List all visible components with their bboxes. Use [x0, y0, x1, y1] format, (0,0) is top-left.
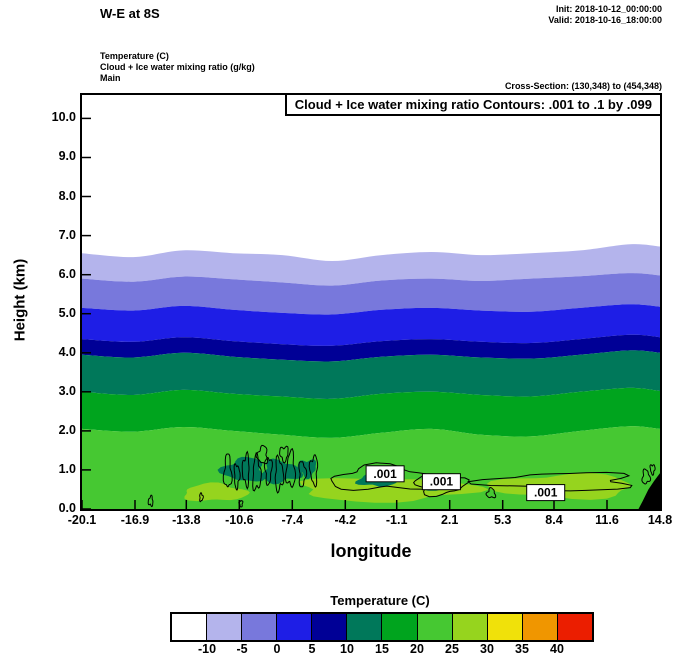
contour-label: .001: [373, 467, 397, 481]
colorbar-cell: [347, 614, 383, 640]
y-tick-label: 9.0: [58, 149, 76, 164]
x-tick-label: -4.2: [334, 513, 357, 527]
cloud-mixing-ratio-contour: [308, 454, 319, 488]
plot-area: .001 .001 .001 Cloud + Ice water mixing ra…: [80, 93, 662, 511]
colorbar-cell: [382, 614, 418, 640]
y-tick-label: 6.0: [58, 266, 76, 281]
contour-label-box: [526, 484, 566, 502]
y-axis-title: Height (km): [11, 258, 29, 342]
colorbar-cell: [452, 614, 488, 640]
temp-band-15c: [82, 387, 660, 438]
x-tick-label: -16.9: [120, 513, 150, 527]
cloud-mixing-ratio-contour: [467, 471, 633, 492]
cloud-mixing-ratio-contour: [147, 494, 154, 508]
plot-title: W-E at 8S: [100, 6, 160, 21]
cloud-mixing-ratio-contour: [241, 450, 250, 490]
y-tick-label: 5.0: [58, 305, 76, 320]
colorbar-cell: [207, 614, 243, 640]
cross-section-plot: .001 .001 .001: [82, 117, 660, 509]
contour-label-box: [365, 465, 405, 483]
cloud-mixing-ratio-contour: [485, 486, 497, 499]
colorbar-cell: [277, 614, 313, 640]
colorbar: [170, 612, 594, 642]
x-tick-label: -1.1: [385, 513, 408, 527]
colorbar-tick-label: -5: [236, 642, 248, 656]
contour-label-box: [421, 473, 461, 491]
y-tick-label: 7.0: [58, 227, 76, 242]
init-valid-block: Init: 2018-10-12_00:00:00 Valid: 2018-10…: [548, 4, 662, 26]
colorbar-cell: [312, 614, 348, 640]
colorbar-tick-label: 15: [375, 642, 389, 656]
cloud-mixing-ratio-contour: [199, 492, 204, 503]
y-tick-label: 2.0: [58, 422, 76, 437]
colorbar-cell: [557, 614, 592, 640]
cloud-mixing-ratio-contour: [649, 464, 656, 476]
cross-section-label: Cross-Section: (130,348) to (454,348): [504, 81, 662, 91]
cloud-mixing-ratio-contour: [252, 452, 262, 492]
colorbar-tick-label: 20: [410, 642, 424, 656]
temp-band--5c: [82, 273, 660, 315]
cloud-mixing-ratio-contour: [255, 444, 269, 465]
y-tick-label: 1.0: [58, 461, 76, 476]
x-tick-label: -20.1: [67, 513, 97, 527]
cloud-mixing-ratio-contour: [284, 447, 297, 489]
colorbar-cell: [172, 614, 208, 640]
x-tick-label: 5.3: [493, 513, 512, 527]
cloud-mixing-ratio-contour: [330, 462, 438, 491]
temp-band-0c: [82, 304, 660, 346]
colorbar-tick-label: 40: [550, 642, 564, 656]
colorbar-tick-label: 30: [480, 642, 494, 656]
cloud-mixing-ratio-contour: [274, 454, 285, 494]
field-list: Temperature (C) Cloud + Ice water mixing…: [100, 51, 255, 84]
contour-label: .001: [534, 486, 558, 500]
colorbar-cell: [242, 614, 278, 640]
cool-cloud-blob: [297, 459, 317, 480]
y-tick-label: 3.0: [58, 383, 76, 398]
valid-time: Valid: 2018-10-16_18:00:00: [548, 15, 662, 25]
y-tick-label: 0.0: [58, 501, 76, 515]
field-model-label: Main: [100, 73, 121, 83]
x-tick-label: -13.8: [172, 513, 201, 527]
terrain: [638, 473, 660, 509]
x-tick-label: 2.1: [440, 513, 459, 527]
colorbar-tick-label: 5: [308, 642, 316, 656]
colorbar-tick-label: 10: [340, 642, 354, 656]
colorbar-tick-label: 0: [273, 642, 281, 656]
cloud-mixing-ratio-contour: [222, 453, 233, 488]
cloud-mixing-ratio-contour: [233, 463, 241, 491]
cloud-mixing-ratio-contour: [263, 456, 273, 487]
field-cloud-ice-label: Cloud + Ice water mixing ratio (g/kg): [100, 62, 255, 72]
x-tick-label: 14.8: [647, 513, 673, 527]
colorbar-tick-label: -10: [197, 642, 217, 656]
x-tick-label: -7.4: [281, 513, 304, 527]
contour-label: .001: [430, 475, 454, 489]
field-temperature-label: Temperature (C): [100, 51, 169, 61]
x-tick-label: 8.4: [545, 513, 563, 527]
y-tick-label: 8.0: [58, 188, 76, 203]
temp-band-10c: [82, 350, 660, 399]
y-tick-label: 4.0: [58, 344, 76, 359]
temp-band--10c: [82, 244, 660, 286]
x-tick-label: -10.6: [225, 513, 254, 527]
colorbar-cell: [487, 614, 523, 640]
cloud-mixing-ratio-contour: [279, 445, 289, 464]
cloud-mixing-ratio-contour: [298, 461, 308, 488]
cloud-mixing-ratio-contour: [641, 468, 652, 485]
temp-band-5c: [82, 334, 660, 362]
x-axis-title: longitude: [330, 541, 412, 561]
colorbar-title: Temperature (C): [330, 593, 430, 608]
x-tick-label: 11.6: [595, 513, 619, 527]
init-time: Init: 2018-10-12_00:00:00: [555, 4, 662, 14]
y-tick-label: 10.0: [51, 110, 76, 125]
colorbar-tick-label: 35: [515, 642, 529, 656]
colorbar-cell: [522, 614, 558, 640]
colorbar-tick-label: 25: [445, 642, 459, 656]
contour-note: Cloud + Ice water mixing ratio Contours:…: [284, 93, 662, 116]
colorbar-cell: [417, 614, 453, 640]
warm-surface-patch: [184, 482, 250, 502]
